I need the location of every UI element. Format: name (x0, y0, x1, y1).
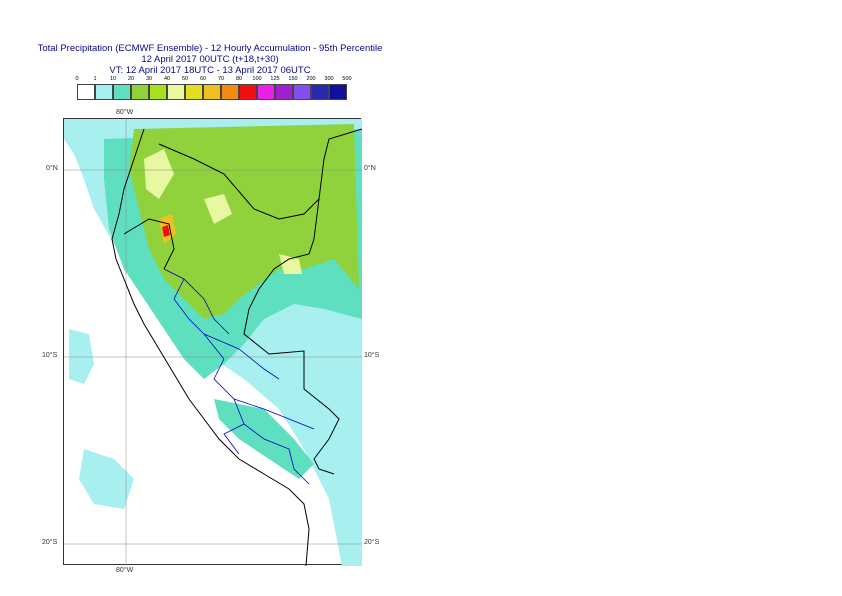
run-time-subtitle: 12 April 2017 00UTC (t+18,t+30) (141, 54, 279, 65)
legend-label-20: 20 (127, 76, 135, 82)
red-precip-blob (162, 225, 170, 237)
precipitation-map (63, 118, 362, 566)
green-precip-area (129, 124, 359, 319)
legend-swatch-9 (239, 84, 257, 100)
country-border-east (243, 198, 340, 475)
regional-borders (163, 268, 315, 485)
legend-swatch-0 (77, 84, 95, 100)
longitude-label-top: 80°W (116, 109, 134, 116)
legend-swatch-11 (275, 84, 293, 100)
legend-swatch-13 (311, 84, 329, 100)
light-precip-west-patch (79, 449, 134, 509)
legend-label-200: 200 (306, 76, 316, 82)
legend-swatch-4 (149, 84, 167, 100)
legend-label-0: 0 (75, 76, 79, 82)
yellow-precip-blob-3 (279, 254, 302, 274)
legend-swatch-10 (257, 84, 275, 100)
country-border-inner (123, 218, 175, 270)
valid-time-subtitle: VT: 12 April 2017 18UTC - 13 April 2017 … (109, 65, 311, 76)
legend-label-60: 60 (199, 76, 207, 82)
legend-swatch-3 (131, 84, 149, 100)
latitude-label-0-right: 0°N (364, 165, 376, 172)
legend-label-300: 300 (324, 76, 334, 82)
longitude-label-bottom: 80°W (116, 567, 134, 574)
latitude-label-10-right: 10°S (364, 352, 380, 359)
legend-label-40: 40 (163, 76, 171, 82)
latitude-label-0-left: 0°N (46, 165, 58, 172)
legend-label-10: 10 (109, 76, 117, 82)
legend-label-50: 50 (181, 76, 189, 82)
legend-swatch-8 (221, 84, 239, 100)
legend-swatch-12 (293, 84, 311, 100)
yellow-precip-blob-2 (204, 194, 232, 224)
legend-label-80: 80 (235, 76, 243, 82)
legend-swatch-5 (167, 84, 185, 100)
latitude-label-20-left: 20°S (42, 539, 58, 546)
latitude-label-10-left: 10°S (42, 352, 58, 359)
legend-swatch-2 (113, 84, 131, 100)
legend-label-30: 30 (145, 76, 153, 82)
map-canvas (64, 119, 362, 566)
legend-swatch-14 (329, 84, 347, 100)
country-border-north (158, 128, 362, 220)
coastline (111, 128, 310, 566)
legend-swatch-7 (203, 84, 221, 100)
legend-label-1: 1 (93, 76, 97, 82)
chart-title: Total Precipitation (ECMWF Ensemble) - 1… (37, 43, 383, 54)
light-precip-southwest-patch (69, 329, 94, 384)
legend-label-150: 150 (288, 76, 298, 82)
legend-label-100: 100 (252, 76, 262, 82)
yellow-precip-blob-1 (144, 149, 174, 199)
legend-swatch-6 (185, 84, 203, 100)
legend-label-125: 125 (270, 76, 280, 82)
legend-label-500: 500 (342, 76, 352, 82)
latitude-label-20-right: 20°S (364, 539, 380, 546)
legend-swatch-1 (95, 84, 113, 100)
legend-label-70: 70 (217, 76, 225, 82)
